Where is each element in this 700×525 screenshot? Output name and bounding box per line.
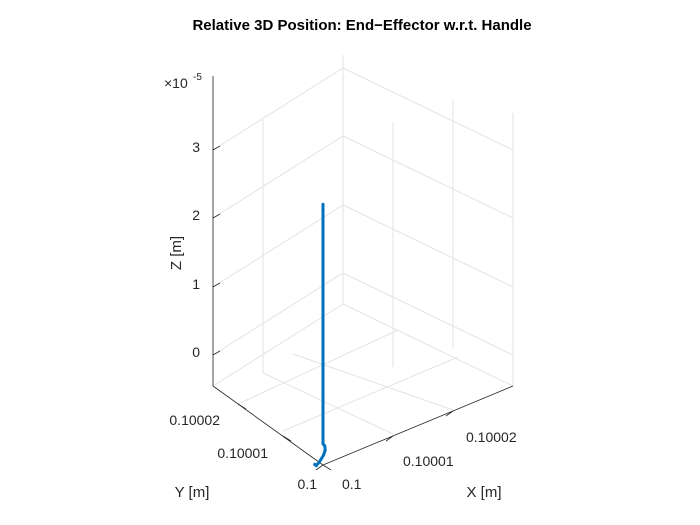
z-tick-labels: 0 1 2 3 — [192, 139, 200, 360]
x-tick-label: 0.10002 — [466, 429, 517, 445]
grid-line — [212, 67, 514, 151]
z-tick-label: 1 — [192, 276, 200, 292]
x-tick-mark — [385, 435, 394, 442]
grid-line — [212, 303, 344, 387]
grid-line — [292, 353, 454, 411]
grid-line — [237, 329, 399, 405]
z-tick-mark — [212, 350, 221, 356]
series-line — [313, 202, 327, 468]
y-tick-label: 0.10002 — [169, 412, 220, 428]
x-tick-labels: 0.1 0.10001 0.10002 — [342, 429, 517, 492]
y-tick-mark — [282, 435, 292, 442]
z-exponent-base: ×10 — [164, 75, 188, 91]
grid-line — [342, 303, 514, 387]
x-tick-label: 0.1 — [342, 476, 362, 492]
grid-lines — [212, 55, 514, 435]
z-exponent: ×10 -5 — [164, 72, 202, 91]
y-axis-label: Y [m] — [175, 484, 210, 501]
grid-line — [262, 372, 394, 435]
y-tick-mark — [322, 464, 332, 471]
grid-line — [282, 356, 459, 432]
z-tick-mark — [212, 213, 221, 219]
grid-line — [212, 204, 514, 288]
x-axis-line — [322, 385, 514, 466]
y-tick-label: 0.1 — [298, 476, 318, 492]
series-layer — [313, 202, 327, 468]
x-tick-label: 0.10001 — [403, 453, 454, 469]
y-axis-line — [212, 385, 324, 466]
grid-line — [212, 135, 514, 219]
x-tick-mark — [315, 464, 324, 471]
chart-title: Relative 3D Position: End−Effector w.r.t… — [192, 17, 531, 34]
z-tick-mark — [212, 282, 221, 288]
x-axis-label: X [m] — [466, 484, 501, 501]
z-tick-label: 0 — [192, 344, 200, 360]
y-tick-label: 0.10001 — [217, 445, 268, 461]
z-axis-label: Z [m] — [168, 236, 185, 270]
y-tick-labels: 0.1 0.10001 0.10002 — [169, 412, 317, 492]
z-tick-label: 2 — [192, 207, 200, 223]
z-tick-label: 3 — [192, 139, 200, 155]
x-tick-mark — [445, 410, 454, 417]
y-tick-mark — [237, 403, 247, 410]
z-exponent-power: -5 — [193, 72, 202, 83]
axes — [212, 76, 514, 471]
z-tick-mark — [212, 145, 221, 151]
